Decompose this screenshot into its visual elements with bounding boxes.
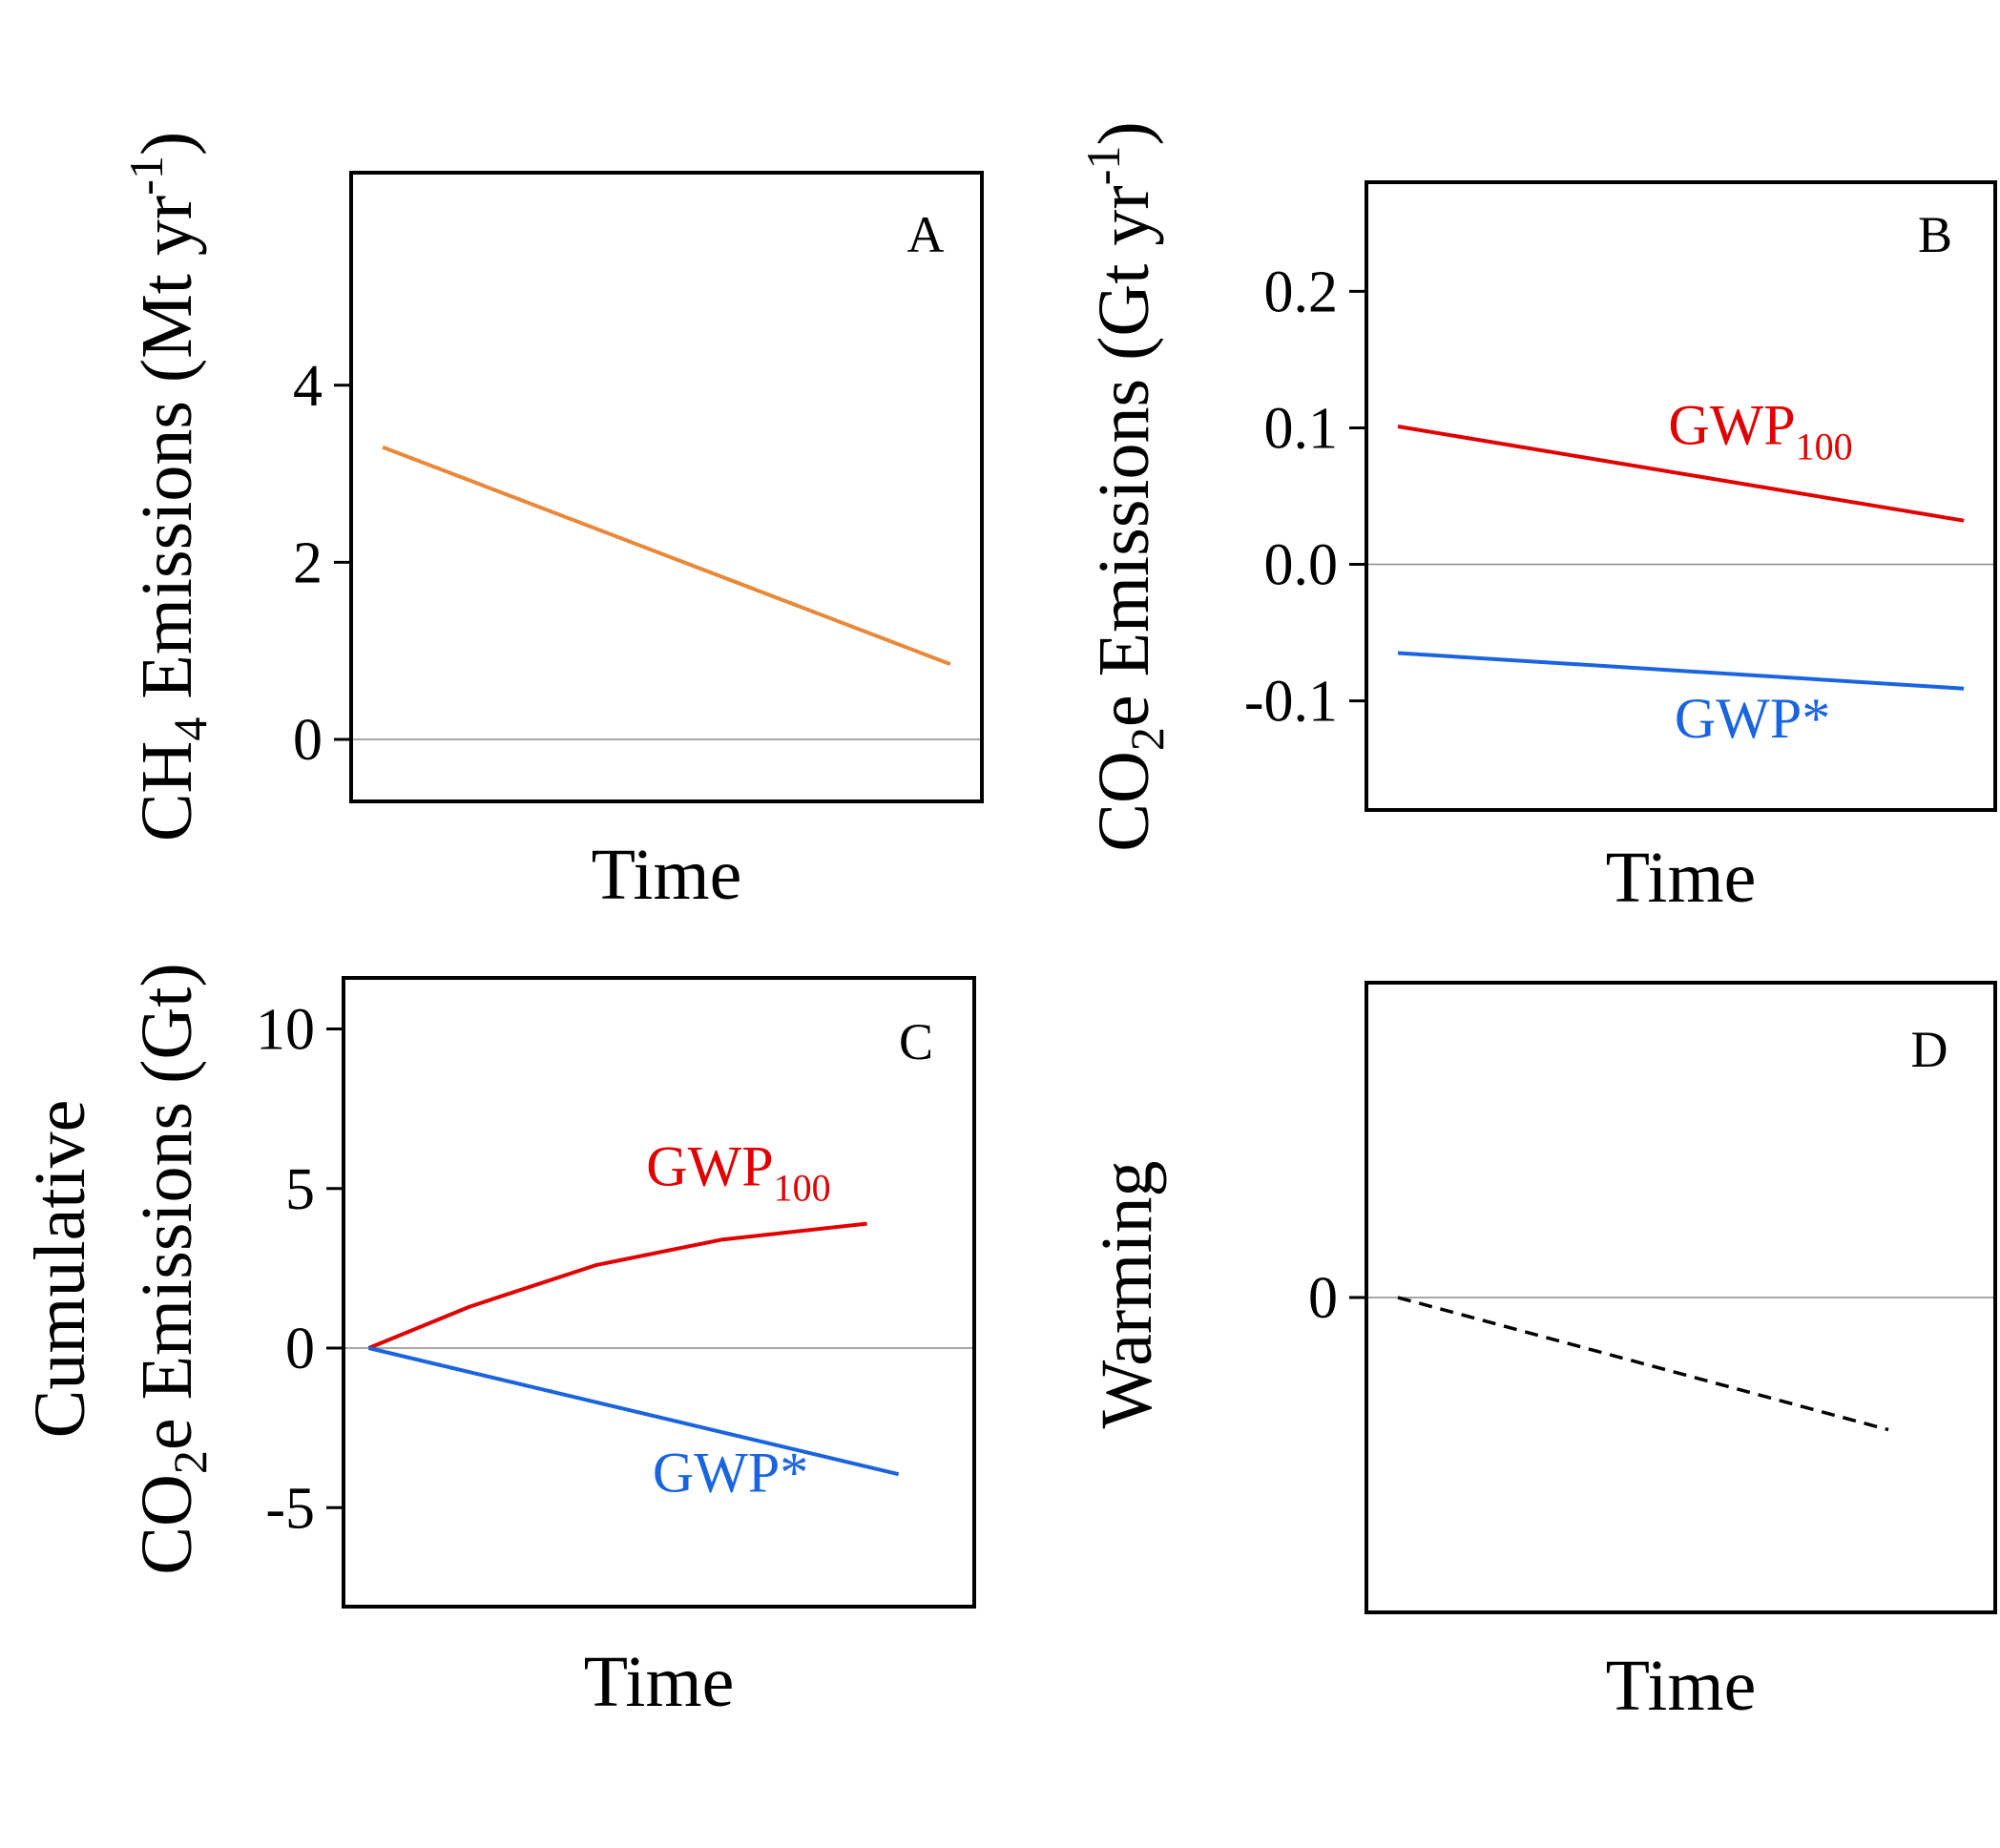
y-axis-label: Warming — [1087, 1161, 1167, 1429]
panel-C: -5 0 5 10 C Time CO2e Emissions (Gt) Cumulative… — [20, 963, 976, 1722]
y-tick-label: 2 — [293, 530, 323, 595]
y-tick-label: 0.0 — [1264, 533, 1339, 598]
y-tick-label: 10 — [256, 998, 315, 1063]
series-line-2 — [367, 1346, 900, 1477]
panel-letter: A — [907, 206, 945, 263]
y-tick-label: 0 — [1308, 1266, 1338, 1331]
series-label: GWP100 — [1668, 394, 1852, 468]
panel-letter: C — [899, 1013, 933, 1070]
series-line-1 — [1397, 425, 1965, 523]
plot-frame — [1365, 180, 1997, 812]
panel-B: -0.1 0.0 0.1 0.2 B Time CO2e Emissions (Gt yr-… — [1076, 121, 1997, 918]
y-tick-label: 0.2 — [1264, 260, 1339, 324]
y-axis-label: CH4 Emissions (Mt yr-1) — [119, 132, 217, 841]
x-axis-label: Time — [592, 835, 742, 915]
panel-A: 0 2 4 A Time CH4 Emissions (Mt yr-1) — [119, 132, 984, 915]
series-label: GWP100 — [646, 1134, 830, 1209]
y-tick-label: 0.1 — [1264, 396, 1339, 461]
x-axis-label: Time — [584, 1642, 735, 1722]
panel-letter: B — [1918, 206, 1952, 263]
series-line-2 — [1397, 651, 1965, 691]
y-tick-label: 0 — [293, 708, 323, 773]
series-label: GWP* — [1675, 687, 1830, 750]
series-line-1 — [367, 1221, 867, 1350]
y-axis-label: CO2e Emissions (Gt) — [127, 963, 217, 1574]
series-line-1 — [382, 445, 951, 666]
y-tick-label: 0 — [285, 1317, 315, 1381]
y-tick-label: 4 — [293, 354, 323, 419]
y-axis-label-line1: Cumulative — [20, 1100, 100, 1439]
series-line-1 — [1397, 1296, 1889, 1432]
plot-frame — [349, 171, 984, 803]
y-axis-label: CO2e Emissions (Gt yr-1) — [1076, 121, 1174, 851]
x-axis-label: Time — [1606, 1646, 1757, 1726]
y-tick-label: -0.1 — [1244, 670, 1338, 735]
panel-letter: D — [1911, 1021, 1948, 1078]
y-tick-label: -5 — [265, 1476, 315, 1541]
panel-D: 0 D Time Warming — [1087, 981, 1997, 1726]
series-label: GWP* — [653, 1442, 808, 1505]
plot-frame — [342, 976, 976, 1609]
x-axis-label: Time — [1606, 838, 1757, 918]
y-tick-label: 5 — [285, 1157, 315, 1222]
